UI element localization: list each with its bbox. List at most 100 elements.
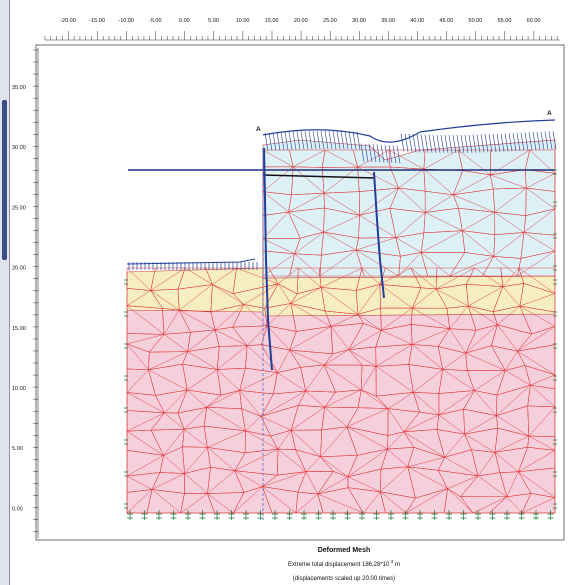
left-ruler: 35.00 30.00 25.00 20.00 15.00 10.00 5.00 0.00 xyxy=(12,48,39,538)
load-arrow xyxy=(416,134,421,153)
right-fixity-icon xyxy=(553,439,557,445)
bottom-fixity-icon xyxy=(402,510,409,520)
load-arrow xyxy=(516,132,521,151)
bottom-fixity-icon xyxy=(504,510,510,520)
caption-scale-note: (displacements scaled up 20.00 times) xyxy=(293,576,395,582)
right-fixity-icon xyxy=(553,233,557,239)
right-fixity-icon xyxy=(553,375,557,381)
left-window-edge xyxy=(0,0,10,585)
load-arrow xyxy=(392,145,397,164)
structural-elements xyxy=(128,147,555,520)
sheet-pile-wall-left xyxy=(263,147,273,371)
load-arrow xyxy=(488,134,493,153)
right-fixity-icon xyxy=(553,343,557,349)
load-arrow xyxy=(396,145,401,164)
left-ruler-tick-label: 30.00 xyxy=(12,145,26,151)
bottom-fixity-icon xyxy=(373,510,380,520)
load-arrow xyxy=(352,131,357,150)
right-fixity-icon xyxy=(553,311,557,317)
load-arrow xyxy=(412,134,417,153)
top-ruler-tick-label: -10.00 xyxy=(118,18,134,24)
load-arrow xyxy=(468,134,473,153)
left-ruler-tick-label: 25.00 xyxy=(12,205,26,211)
left-ruler-tick-label: 10.00 xyxy=(12,386,26,392)
bottom-fixity-icon xyxy=(257,510,264,520)
boundary-fixities xyxy=(124,169,557,520)
load-arrow xyxy=(328,130,333,150)
point-label-a-right: A xyxy=(547,110,552,117)
bottom-fixity-icon xyxy=(446,510,452,520)
caption-title: Deformed Mesh xyxy=(318,547,371,554)
bottom-fixity-icon xyxy=(286,510,293,520)
bottom-fixity-icon xyxy=(431,510,438,520)
mesh-element xyxy=(517,250,556,277)
bottom-fixity-icon xyxy=(475,510,481,520)
mesh-element xyxy=(521,493,556,514)
right-fixity-icon xyxy=(553,503,557,509)
load-arrow xyxy=(552,131,557,150)
load-arrow xyxy=(380,144,385,163)
load-arrow xyxy=(388,144,393,164)
load-arrow xyxy=(316,130,321,150)
bottom-fixity-icon xyxy=(228,510,235,520)
load-arrow xyxy=(476,134,481,153)
load-arrow xyxy=(528,132,533,151)
top-ruler-tick-label: -5.00 xyxy=(149,18,162,24)
right-fixity-icon xyxy=(553,407,557,413)
right-load-line xyxy=(262,119,556,143)
load-arrow xyxy=(532,132,537,151)
load-arrow xyxy=(420,134,425,153)
bottom-fixity-icon xyxy=(489,510,496,520)
load-arrow xyxy=(520,132,525,151)
load-arrow xyxy=(428,134,433,153)
right-fixity-icon xyxy=(553,265,557,271)
backfill-layer xyxy=(262,139,556,279)
load-arrow xyxy=(356,131,361,150)
load-arrow xyxy=(308,131,313,150)
top-ruler-tick-label: 30.00 xyxy=(352,18,366,24)
left-fixity-icon xyxy=(124,375,128,381)
top-ruler-tick-label: 40.00 xyxy=(410,18,424,24)
bottom-fixity-icon xyxy=(141,510,148,520)
top-ruler-tick-label: 15.00 xyxy=(265,18,279,24)
load-arrow xyxy=(324,130,329,150)
left-fixity-icon xyxy=(124,311,128,317)
point-label-a-left: A xyxy=(256,126,261,133)
load-arrow xyxy=(364,143,369,162)
bottom-fixity-icon xyxy=(330,510,336,520)
load-arrow xyxy=(280,132,285,151)
load-arrow xyxy=(484,134,489,153)
top-ruler-tick-label: 45.00 xyxy=(439,18,453,24)
vertical-scrollbar-thumb[interactable] xyxy=(2,100,7,260)
surface-loads xyxy=(126,119,557,270)
load-arrow xyxy=(292,131,297,150)
left-fixity-icon xyxy=(124,343,128,349)
load-arrow xyxy=(296,131,301,150)
load-arrow xyxy=(456,134,461,154)
load-arrow xyxy=(448,134,453,154)
top-ruler-tick-label: 10.00 xyxy=(236,18,250,24)
left-fixity-icon xyxy=(124,503,128,509)
bottom-fixity-icon xyxy=(199,510,206,520)
load-arrow xyxy=(500,133,505,152)
load-arrow xyxy=(384,144,389,163)
load-arrow xyxy=(332,130,337,150)
load-arrow xyxy=(504,133,509,152)
load-arrow xyxy=(432,134,437,153)
caption-extreme-displacement: Extreme total displacement 186,28*10-3 m xyxy=(288,559,400,568)
left-fixity-icon xyxy=(124,407,128,413)
load-arrow xyxy=(300,131,305,150)
bottom-fixity-icon xyxy=(460,510,467,520)
load-arrow xyxy=(548,131,553,150)
load-arrow xyxy=(524,132,529,151)
load-arrow xyxy=(344,131,349,150)
top-ruler-tick-label: 0.00 xyxy=(179,18,190,24)
load-arrow xyxy=(444,134,449,154)
right-fixity-icon xyxy=(553,169,557,175)
load-arrow xyxy=(288,131,293,150)
right-fixity-icon xyxy=(553,279,557,285)
left-ruler-tick-label: 15.00 xyxy=(12,326,26,332)
soil-layers xyxy=(126,139,556,514)
load-arrow xyxy=(436,134,441,153)
